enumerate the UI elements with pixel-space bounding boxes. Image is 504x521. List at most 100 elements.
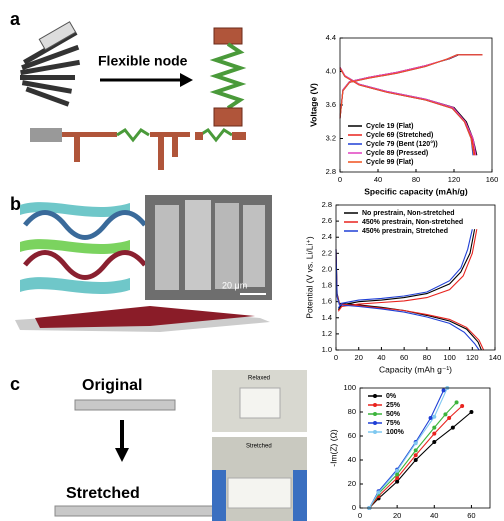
- panel-label: b: [10, 194, 21, 214]
- y-tick-label: 1.4: [322, 313, 332, 322]
- x-tick-label: 60: [400, 353, 408, 362]
- legend-label: 450% prestrain, Stretched: [362, 228, 448, 235]
- series-line: [368, 411, 472, 509]
- legend-label: 450% prestrain, Non-stretched: [362, 219, 463, 226]
- y-tick-label: 3.6: [326, 100, 336, 109]
- series-line: [335, 229, 485, 351]
- y-tick-label: 2.8: [326, 167, 336, 176]
- legend-label: Cycle 99 (Flat): [366, 159, 413, 166]
- data-point: [395, 479, 400, 484]
- y-axis-label: Voltage (V): [308, 83, 318, 127]
- data-point: [443, 412, 448, 417]
- annotation: Original: [82, 377, 142, 394]
- x-tick-label: 20: [355, 353, 363, 362]
- spring-node: [209, 27, 247, 127]
- x-axis-label: Capacity (mAh g⁻¹): [379, 364, 452, 374]
- legend-marker: [373, 403, 377, 407]
- strip-assembly: [30, 128, 246, 170]
- x-tick-label: 120: [466, 353, 479, 362]
- legend-marker: [373, 412, 377, 416]
- x-tick-label: 0: [338, 175, 342, 184]
- y-axis-label: Potential (V vs. Li/Li⁺): [304, 236, 314, 319]
- x-tick-label: 60: [467, 511, 475, 520]
- y-tick-label: 2.2: [322, 248, 332, 257]
- sem-image: [145, 195, 272, 300]
- y-tick-label: 2.0: [322, 264, 332, 273]
- y-tick-label: 2.4: [322, 232, 332, 241]
- annotation: Flexible node: [98, 53, 188, 69]
- data-point: [413, 458, 418, 462]
- x-tick-label: 40: [377, 353, 385, 362]
- x-tick-label: 80: [423, 353, 431, 362]
- legend-label: Cycle 19 (Flat): [366, 123, 413, 130]
- legend-label: 0%: [386, 393, 397, 400]
- x-axis-label: Specific capacity (mAh/g): [364, 186, 468, 196]
- plot-frame: [339, 37, 493, 173]
- data-point: [432, 425, 437, 430]
- series-line: [368, 387, 448, 509]
- x-tick-label: 100: [443, 353, 456, 362]
- legend-label: 75%: [386, 420, 401, 427]
- y-tick-label: 1.0: [322, 345, 332, 354]
- legend-label: 25%: [386, 402, 401, 409]
- photo-label: Relaxed: [248, 376, 270, 382]
- film-stretched: [54, 505, 236, 517]
- x-tick-label: 120: [448, 175, 461, 184]
- x-tick-label: 20: [393, 511, 401, 520]
- y-tick-label: 100: [343, 383, 356, 392]
- plot-frame: [359, 387, 491, 509]
- film-original: [74, 399, 176, 411]
- photo-stretched: [212, 437, 307, 521]
- panel-label: a: [10, 9, 21, 29]
- x-tick-label: 40: [374, 175, 382, 184]
- y-tick-label: 4.4: [326, 33, 336, 42]
- data-point: [454, 400, 459, 405]
- data-point: [432, 440, 437, 444]
- legend-marker: [373, 421, 377, 425]
- fabric-fan: [20, 21, 81, 107]
- data-point: [395, 476, 400, 480]
- data-point: [441, 388, 446, 393]
- photo-relaxed: [212, 370, 307, 432]
- data-point: [413, 453, 418, 458]
- data-point: [413, 448, 418, 453]
- photo-label: Stretched: [246, 444, 272, 450]
- y-tick-label: 60: [348, 431, 356, 440]
- legend-label: 50%: [386, 411, 401, 418]
- data-point: [395, 468, 400, 473]
- layered-structure: [20, 202, 147, 294]
- data-point: [432, 414, 437, 419]
- series-line: [335, 229, 480, 351]
- data-point: [450, 425, 455, 430]
- x-tick-label: 140: [489, 353, 502, 362]
- x-tick-label: 80: [412, 175, 420, 184]
- y-tick-label: 80: [348, 407, 356, 416]
- y-tick-label: 4.0: [326, 66, 336, 75]
- x-tick-label: 160: [486, 175, 499, 184]
- scale-bar-label: 20 μm: [222, 280, 247, 290]
- annotation: Stretched: [66, 485, 140, 502]
- data-point: [395, 472, 400, 477]
- legend-label: 100%: [386, 429, 405, 436]
- legend-marker: [373, 394, 377, 398]
- x-tick-label: 0: [358, 511, 362, 520]
- series-line: [339, 54, 483, 156]
- y-axis-label: -Im(Z) (Ω): [328, 429, 338, 467]
- data-point: [460, 404, 465, 408]
- legend-marker: [373, 430, 377, 434]
- data-point: [447, 416, 452, 420]
- y-tick-label: 0: [352, 503, 356, 512]
- y-tick-label: 1.8: [322, 281, 332, 290]
- y-tick-label: 2.8: [322, 200, 332, 209]
- data-point: [376, 490, 381, 495]
- y-tick-label: 2.6: [322, 216, 332, 225]
- y-tick-label: 40: [348, 455, 356, 464]
- y-tick-label: 20: [348, 479, 356, 488]
- x-tick-label: 40: [430, 511, 438, 520]
- stretched-ribbon: [15, 306, 270, 332]
- data-point: [413, 441, 418, 446]
- data-point: [469, 410, 474, 414]
- legend-label: Cycle 69 (Stretched): [366, 132, 433, 139]
- legend-label: Cycle 79 (Bent (120°)): [366, 140, 438, 148]
